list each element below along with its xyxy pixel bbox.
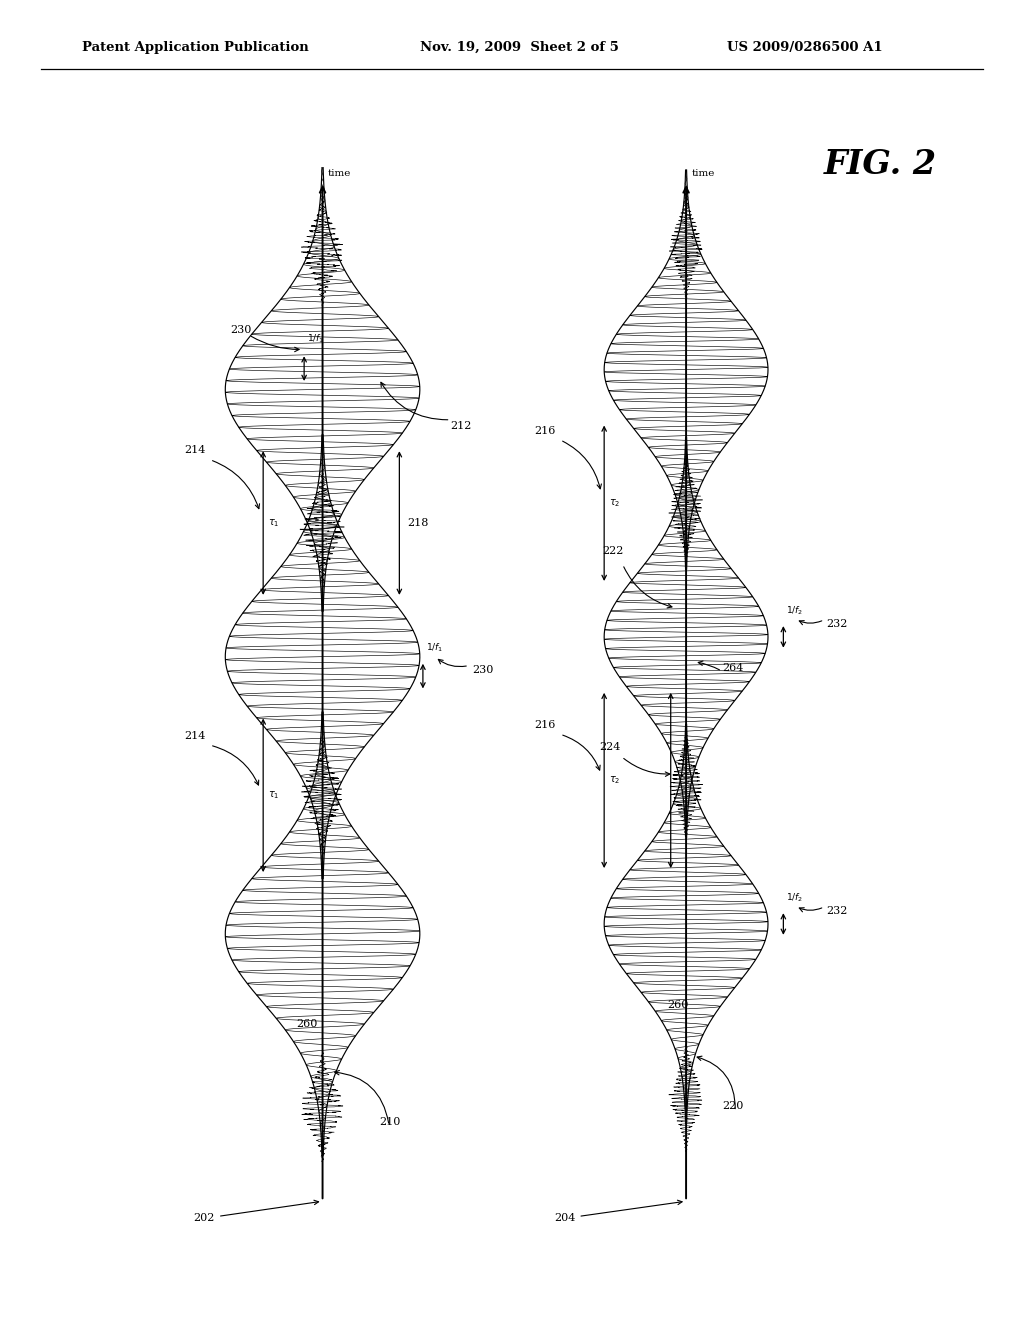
Text: US 2009/0286500 A1: US 2009/0286500 A1 [727, 41, 883, 54]
Text: 264: 264 [722, 663, 743, 673]
Text: $\tau_1$: $\tau_1$ [268, 789, 280, 801]
Text: 212: 212 [451, 421, 472, 432]
Text: 260: 260 [296, 1019, 317, 1030]
Text: $1/f_2$: $1/f_2$ [786, 605, 804, 616]
Text: 214: 214 [184, 445, 206, 455]
Text: 232: 232 [826, 619, 848, 628]
Text: 230: 230 [230, 325, 252, 334]
Text: $\tau_2$: $\tau_2$ [609, 498, 621, 510]
Text: 230: 230 [472, 664, 494, 675]
Text: $1/f_1$: $1/f_1$ [426, 642, 443, 655]
Text: 214: 214 [184, 731, 206, 741]
Text: 260: 260 [668, 1001, 689, 1010]
Text: 210: 210 [379, 1117, 400, 1127]
Text: 216: 216 [535, 425, 556, 436]
Text: 204: 204 [554, 1200, 682, 1224]
Text: $\tau_2$: $\tau_2$ [609, 775, 621, 787]
Text: FIG. 2: FIG. 2 [824, 149, 937, 181]
Text: $1/f_1$: $1/f_1$ [307, 333, 325, 346]
Text: 222: 222 [602, 546, 624, 556]
Text: 224: 224 [599, 742, 621, 752]
Text: 218: 218 [408, 517, 429, 528]
Text: $1/f_2$: $1/f_2$ [786, 891, 804, 904]
Text: 220: 220 [722, 1101, 743, 1111]
Text: Patent Application Publication: Patent Application Publication [82, 41, 308, 54]
Text: 232: 232 [826, 906, 848, 916]
Text: 202: 202 [194, 1200, 318, 1224]
Text: time: time [328, 169, 351, 178]
Text: Nov. 19, 2009  Sheet 2 of 5: Nov. 19, 2009 Sheet 2 of 5 [420, 41, 618, 54]
Text: $\tau_1$: $\tau_1$ [268, 517, 280, 529]
Text: time: time [691, 169, 715, 178]
Text: 216: 216 [535, 719, 556, 730]
